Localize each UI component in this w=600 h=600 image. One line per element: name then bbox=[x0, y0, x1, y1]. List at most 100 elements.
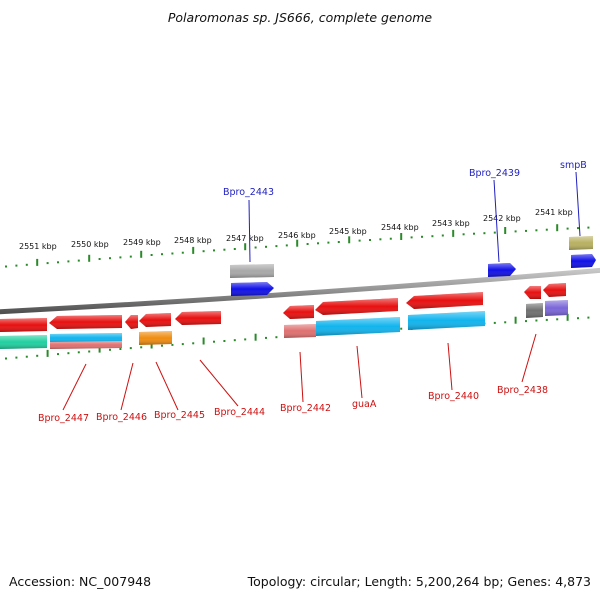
gene-bpro-2442[interactable] bbox=[283, 305, 314, 319]
gene-guaa-cyan[interactable] bbox=[316, 317, 400, 336]
label-bpro-2438[interactable]: Bpro_2438 bbox=[497, 385, 548, 396]
scale-dot bbox=[389, 237, 392, 240]
gene-bpro-2443[interactable] bbox=[231, 282, 274, 296]
scale-dot bbox=[129, 255, 132, 258]
gene-bpro-2438-gray[interactable] bbox=[526, 303, 543, 318]
scale-dot bbox=[129, 347, 132, 350]
scale-dot bbox=[119, 256, 122, 259]
gene-bpro-2438[interactable] bbox=[524, 286, 541, 299]
gene-teal-left-edge[interactable] bbox=[0, 335, 47, 349]
gene-purple-right[interactable] bbox=[545, 300, 568, 316]
label-callout-lines bbox=[62, 171, 581, 411]
scale-dot bbox=[535, 319, 538, 322]
scale-dot bbox=[275, 336, 278, 339]
scale-dot bbox=[67, 352, 70, 355]
tick-label-2543: 2543 kbp bbox=[432, 219, 470, 228]
gene-red-left-edge[interactable] bbox=[0, 318, 47, 332]
scale-dot bbox=[57, 261, 59, 264]
scale-dot bbox=[493, 321, 496, 324]
gene-bpro-2445-orange[interactable] bbox=[139, 331, 172, 345]
scale-dot bbox=[525, 229, 527, 232]
scale-dot bbox=[192, 342, 195, 345]
scale-dot bbox=[233, 339, 236, 342]
scale-dot bbox=[587, 316, 590, 319]
gene-smpb[interactable] bbox=[571, 254, 596, 268]
scale-dot bbox=[577, 317, 579, 320]
callout-guaa bbox=[356, 345, 363, 399]
scale-major-tick bbox=[566, 313, 569, 321]
scale-dot bbox=[181, 251, 184, 254]
tick-label-2550: 2550 kbp bbox=[71, 240, 109, 249]
gene-guaa[interactable] bbox=[315, 298, 398, 315]
scale-dot bbox=[171, 252, 174, 255]
scale-dot bbox=[5, 357, 7, 360]
scale-dot bbox=[275, 245, 278, 248]
label-bpro-2444[interactable]: Bpro_2444 bbox=[214, 407, 265, 418]
scale-dot bbox=[77, 351, 80, 354]
scale-dot bbox=[15, 264, 18, 267]
scale-major-tick bbox=[36, 258, 39, 266]
gene-bpro-2446[interactable] bbox=[125, 315, 138, 329]
scale-major-tick bbox=[514, 316, 517, 324]
scale-dot bbox=[566, 227, 569, 230]
callout-bpro-2442 bbox=[299, 351, 304, 403]
gene-bpro-2442-pink[interactable] bbox=[284, 324, 316, 338]
label-bpro-2439[interactable]: Bpro_2439 bbox=[469, 168, 520, 179]
tick-label-2544: 2544 kbp bbox=[381, 223, 419, 232]
scale-dot bbox=[265, 336, 267, 339]
tick-label-2541: 2541 kbp bbox=[535, 208, 573, 217]
scale-dot bbox=[213, 249, 215, 252]
label-smpb[interactable]: smpB bbox=[560, 160, 587, 171]
tick-label-2551: 2551 kbp bbox=[19, 242, 57, 251]
label-bpro-2447[interactable]: Bpro_2447 bbox=[38, 413, 89, 424]
label-bpro-2440[interactable]: Bpro_2440 bbox=[428, 391, 479, 402]
gene-smpb-olive[interactable] bbox=[569, 236, 593, 250]
scale-dot bbox=[223, 340, 226, 342]
label-guaa[interactable]: guaA bbox=[352, 399, 377, 410]
scale-dot bbox=[98, 258, 101, 260]
gene-bpro-2445[interactable] bbox=[139, 313, 171, 327]
gene-bpro-2447-pink[interactable] bbox=[50, 341, 122, 349]
scale-dot bbox=[421, 235, 423, 238]
scale-dot bbox=[587, 226, 590, 229]
gene-bpro-2444[interactable] bbox=[175, 311, 221, 325]
scale-dot bbox=[25, 263, 28, 266]
label-bpro-2445[interactable]: Bpro_2445 bbox=[154, 410, 205, 421]
scale-dot bbox=[441, 234, 444, 237]
callout-bpro-2445 bbox=[155, 361, 179, 411]
gene-bpro-2439[interactable] bbox=[488, 263, 516, 277]
scale-dot bbox=[317, 242, 319, 245]
callout-bpro-2440 bbox=[447, 342, 453, 391]
map-title: Polaromonas sp. JS666, complete genome bbox=[167, 10, 433, 25]
scale-dot bbox=[25, 355, 28, 358]
gene-bpro-2440[interactable] bbox=[406, 292, 483, 309]
callout-bpro-2446 bbox=[120, 362, 134, 411]
scale-dot bbox=[431, 235, 434, 238]
label-bpro-2446[interactable]: Bpro_2446 bbox=[96, 412, 147, 423]
label-bpro-2442[interactable]: Bpro_2442 bbox=[280, 403, 331, 414]
scale-major-tick bbox=[98, 345, 101, 353]
scale-dot bbox=[358, 239, 361, 242]
gene-bpro-2440-cyan[interactable] bbox=[408, 311, 485, 330]
scale-major-tick bbox=[254, 333, 257, 341]
gene-bpro-2447[interactable] bbox=[49, 315, 122, 329]
scale-dot bbox=[181, 343, 184, 346]
label-bpro-2443[interactable]: Bpro_2443 bbox=[223, 187, 274, 198]
gene-red-right[interactable] bbox=[543, 283, 566, 297]
tick-label-2548: 2548 kbp bbox=[174, 236, 212, 245]
scale-major-tick bbox=[192, 246, 195, 254]
scale-dot bbox=[57, 353, 59, 356]
gene-bpro-2443-gray[interactable] bbox=[230, 264, 274, 278]
scale-dot bbox=[161, 344, 163, 347]
scale-dot bbox=[244, 338, 247, 341]
scale-dot bbox=[109, 257, 111, 260]
scale-dot bbox=[556, 318, 559, 321]
scale-dot bbox=[77, 259, 80, 262]
scale-dot bbox=[337, 241, 340, 243]
scale-dot bbox=[369, 239, 371, 241]
scale-dot bbox=[88, 350, 91, 353]
scale-dot bbox=[525, 320, 527, 323]
scale-dot bbox=[577, 227, 579, 230]
scale-major-tick bbox=[556, 224, 559, 232]
tick-label-2549: 2549 kbp bbox=[123, 238, 161, 247]
